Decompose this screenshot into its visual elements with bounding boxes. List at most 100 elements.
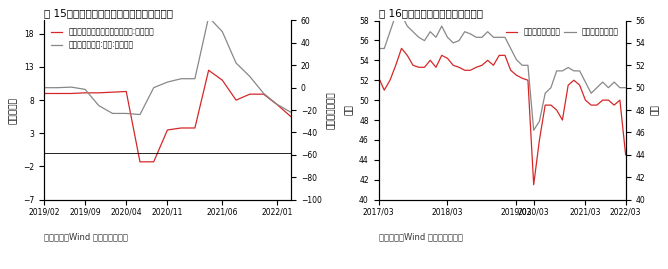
- 当期收入感受指数: [478, 64, 486, 67]
- 当期收入感受指数: [449, 64, 457, 67]
- 未来收入信心指数: [530, 129, 538, 132]
- 未来收入信心指数: [512, 58, 520, 61]
- 当期收入感受指数: [605, 98, 613, 102]
- 当期收入感受指数: [466, 69, 474, 72]
- 商品房销售面积:住宅:累计同比: [164, 80, 172, 84]
- 当期收入感受指数: [587, 104, 595, 107]
- 当期收入感受指数: [524, 79, 532, 82]
- 未来收入信心指数: [426, 30, 434, 33]
- 商品房销售面积:住宅:累计同比: [260, 92, 268, 95]
- 全国居民人均可支配收入中位数:累计同比: [246, 93, 254, 96]
- 未来收入信心指数: [380, 47, 388, 50]
- 未来收入信心指数: [397, 13, 405, 16]
- 当期收入感受指数: [536, 138, 544, 141]
- Line: 全国居民人均可支配收入中位数:累计同比: 全国居民人均可支配收入中位数:累计同比: [44, 70, 291, 162]
- 未来收入信心指数: [581, 80, 589, 84]
- 全国居民人均可支配收入中位数:累计同比: [232, 98, 240, 102]
- 当期收入感受指数: [593, 104, 601, 107]
- 全国居民人均可支配收入中位数:累计同比: [136, 160, 144, 164]
- 当期收入感受指数: [403, 54, 411, 57]
- 未来收入信心指数: [536, 120, 544, 123]
- 当期收入感受指数: [512, 74, 520, 77]
- 当期收入感受指数: [438, 54, 446, 57]
- 未来收入信心指数: [541, 92, 549, 95]
- Line: 未来收入信心指数: 未来收入信心指数: [379, 15, 626, 130]
- 当期收入感受指数: [507, 69, 515, 72]
- 全国居民人均可支配收入中位数:累计同比: [260, 93, 268, 96]
- 商品房销售面积:住宅:累计同比: [204, 16, 212, 19]
- Legend: 当期收入感受指数, 未来收入信心指数: 当期收入感受指数, 未来收入信心指数: [503, 24, 622, 40]
- 当期收入感受指数: [391, 64, 399, 67]
- 当期收入感受指数: [397, 47, 405, 50]
- 全国居民人均可支配收入中位数:累计同比: [95, 91, 103, 94]
- 当期收入感受指数: [547, 104, 555, 107]
- 未来收入信心指数: [472, 36, 480, 39]
- 当期收入感受指数: [564, 84, 572, 87]
- 未来收入信心指数: [616, 86, 624, 89]
- 商品房销售面积:住宅:累计同比: [95, 104, 103, 107]
- 商品房销售面积:住宅:累计同比: [218, 30, 226, 33]
- 未来收入信心指数: [438, 24, 446, 28]
- 全国居民人均可支配收入中位数:累计同比: [150, 160, 158, 164]
- 当期收入感受指数: [558, 118, 566, 122]
- 当期收入感受指数: [375, 76, 383, 79]
- 当期收入感受指数: [444, 57, 452, 60]
- 未来收入信心指数: [564, 66, 572, 69]
- 未来收入信心指数: [449, 41, 457, 44]
- 当期收入感受指数: [530, 183, 538, 186]
- 全国居民人均可支配收入中位数:累计同比: [287, 115, 295, 118]
- 商品房销售面积:住宅:累计同比: [122, 112, 130, 115]
- 全国居民人均可支配收入中位数:累计同比: [53, 92, 61, 95]
- 未来收入信心指数: [461, 30, 469, 33]
- Text: 图 15：疫情以来居民收入影响购房意愿较强: 图 15：疫情以来居民收入影响购房意愿较强: [44, 8, 173, 18]
- 当期收入感受指数: [552, 108, 560, 112]
- Text: 图 16：居民对于未来收入预期较差: 图 16：居民对于未来收入预期较差: [379, 8, 482, 18]
- 未来收入信心指数: [547, 86, 555, 89]
- 商品房销售面积:住宅:累计同比: [191, 77, 199, 80]
- 未来收入信心指数: [386, 30, 394, 33]
- Y-axis label: 当期: 当期: [345, 105, 353, 115]
- Line: 商品房销售面积:住宅:累计同比: 商品房销售面积:住宅:累计同比: [44, 17, 291, 115]
- 当期收入感受指数: [484, 59, 492, 62]
- 当期收入感受指数: [426, 59, 434, 62]
- 当期收入感受指数: [622, 153, 630, 157]
- 当期收入感受指数: [490, 64, 498, 67]
- 当期收入感受指数: [501, 54, 509, 57]
- 商品房销售面积:住宅:累计同比: [108, 112, 116, 115]
- 商品房销售面积:住宅:累计同比: [53, 86, 61, 89]
- 当期收入感受指数: [616, 98, 624, 102]
- 未来收入信心指数: [403, 24, 411, 28]
- 未来收入信心指数: [622, 86, 630, 89]
- 全国居民人均可支配收入中位数:累计同比: [81, 91, 89, 94]
- 商品房销售面积:住宅:累计同比: [150, 86, 158, 89]
- 未来收入信心指数: [558, 69, 566, 73]
- 当期收入感受指数: [495, 54, 503, 57]
- 商品房销售面积:住宅:累计同比: [273, 103, 281, 106]
- 未来收入信心指数: [599, 80, 607, 84]
- 未来收入信心指数: [444, 36, 452, 39]
- 未来收入信心指数: [507, 47, 515, 50]
- 未来收入信心指数: [466, 32, 474, 36]
- 当期收入感受指数: [599, 98, 607, 102]
- 当期收入感受指数: [420, 66, 428, 69]
- 商品房销售面积:住宅:累计同比: [232, 61, 240, 65]
- 未来收入信心指数: [484, 30, 492, 33]
- Y-axis label: 商品房销售面积: 商品房销售面积: [327, 91, 336, 129]
- 当期收入感受指数: [472, 66, 480, 69]
- 未来收入信心指数: [415, 36, 423, 39]
- 未来收入信心指数: [409, 30, 417, 33]
- 全国居民人均可支配收入中位数:累计同比: [40, 92, 48, 95]
- 未来收入信心指数: [490, 36, 498, 39]
- 全国居民人均可支配收入中位数:累计同比: [108, 91, 116, 94]
- 当期收入感受指数: [610, 104, 618, 107]
- 未来收入信心指数: [420, 39, 428, 42]
- 当期收入感受指数: [518, 77, 526, 80]
- 全国居民人均可支配收入中位数:累计同比: [122, 90, 130, 93]
- Y-axis label: 未来: 未来: [651, 105, 660, 115]
- 未来收入信心指数: [478, 36, 486, 39]
- 全国居民人均可支配收入中位数:累计同比: [67, 92, 75, 95]
- Line: 当期收入感受指数: 当期收入感受指数: [379, 48, 626, 185]
- 全国居民人均可支配收入中位数:累计同比: [218, 79, 226, 82]
- 当期收入感受指数: [386, 79, 394, 82]
- 当期收入感受指数: [415, 66, 423, 69]
